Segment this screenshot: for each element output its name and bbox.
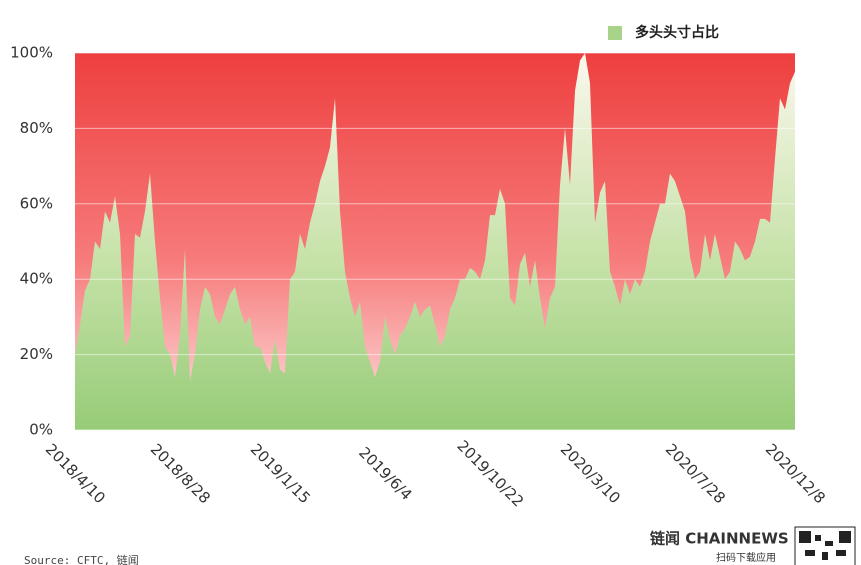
x-tick-label: 2018/4/10 <box>42 440 109 507</box>
y-tick-label: 20% <box>20 345 53 363</box>
legend-label: 多头头寸占比 <box>635 24 719 41</box>
x-tick-label: 2019/1/15 <box>247 440 314 507</box>
x-tick-label: 2020/3/10 <box>557 440 624 507</box>
x-tick-label: 2018/8/28 <box>147 440 214 507</box>
y-tick-label: 80% <box>20 119 53 137</box>
area <box>75 53 795 430</box>
source-note: Source: CFTC, 链闻 <box>24 553 139 565</box>
x-tick-label: 2019/6/4 <box>355 443 415 503</box>
x-tick-label: 2019/10/22 <box>453 437 527 511</box>
legend-swatch <box>608 26 622 40</box>
y-tick-label: 100% <box>10 44 53 62</box>
y-tick-label: 60% <box>20 194 53 212</box>
qr-code <box>794 526 856 565</box>
brand-subtitle: 扫码下载应用 <box>716 551 776 564</box>
brand-logo: 链闻 CHAINNEWS <box>650 530 789 548</box>
y-tick-label: 0% <box>29 421 53 439</box>
x-tick-label: 2020/7/28 <box>662 440 729 507</box>
x-tick-label: 2020/12/8 <box>762 440 829 507</box>
y-tick-label: 40% <box>20 270 53 288</box>
